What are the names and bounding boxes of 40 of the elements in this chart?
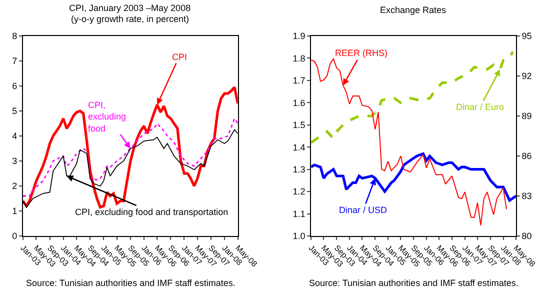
y-tick-label: 8 bbox=[12, 31, 18, 42]
y-tick-label: 1.9 bbox=[292, 31, 306, 42]
y-tick-label: 1.6 bbox=[292, 98, 306, 108]
line-series bbox=[311, 58, 508, 226]
y-tick-label: 0 bbox=[12, 231, 18, 242]
source-note: Source: Tunisian authorities and IMF staff estimates. bbox=[309, 278, 518, 288]
text: CPI bbox=[172, 52, 188, 62]
y2-tick-label: 86 bbox=[522, 151, 532, 162]
y2-tick-label: 80 bbox=[522, 231, 532, 242]
series-label: CPI, excluding food bbox=[88, 100, 126, 134]
y2-tick-label: 83 bbox=[522, 191, 532, 202]
y2-tick-label: 89 bbox=[522, 111, 532, 122]
chart-title: CPI, January 2003 –May 2008 bbox=[69, 3, 191, 13]
y-tick-label: 1.1 bbox=[292, 208, 306, 219]
line-series bbox=[23, 86, 238, 209]
y-tick-label: 1 bbox=[12, 206, 18, 216]
y-tick-label: 1.3 bbox=[292, 164, 306, 174]
y-tick-label: 5 bbox=[12, 106, 18, 116]
y-tick-label: 1.0 bbox=[292, 231, 306, 242]
y-tick-label: 6 bbox=[12, 81, 18, 92]
source-note: Source: Tunisian authorities and IMF staff estimates. bbox=[26, 278, 236, 288]
y-tick-label: 7 bbox=[12, 56, 18, 66]
series-label: Dinar / USD bbox=[339, 205, 388, 215]
text: CPI, excluding food and transportation bbox=[75, 207, 228, 217]
chart-title: Exchange Rates bbox=[380, 5, 447, 15]
line-series bbox=[311, 50, 514, 144]
y-tick-label: 1.2 bbox=[292, 186, 306, 197]
y-tick-label: 1.5 bbox=[292, 120, 306, 130]
y-tick-label: 3 bbox=[12, 156, 18, 166]
y-tick-label: 1.4 bbox=[292, 142, 306, 152]
text: Dinar / Euro bbox=[456, 102, 504, 112]
y-tick-label: 1.7 bbox=[292, 76, 306, 86]
y2-tick-label: 92 bbox=[522, 71, 532, 82]
y-tick-label: 1.8 bbox=[292, 53, 306, 64]
y2-tick-label: 95 bbox=[522, 31, 532, 42]
y-tick-label: 2 bbox=[12, 181, 18, 192]
y-tick-label: 4 bbox=[12, 131, 18, 142]
chart-subtitle: (y-o-y growth rate, in percent) bbox=[71, 14, 190, 24]
line-series bbox=[311, 152, 516, 202]
series-label: REER (RHS) bbox=[335, 48, 388, 58]
